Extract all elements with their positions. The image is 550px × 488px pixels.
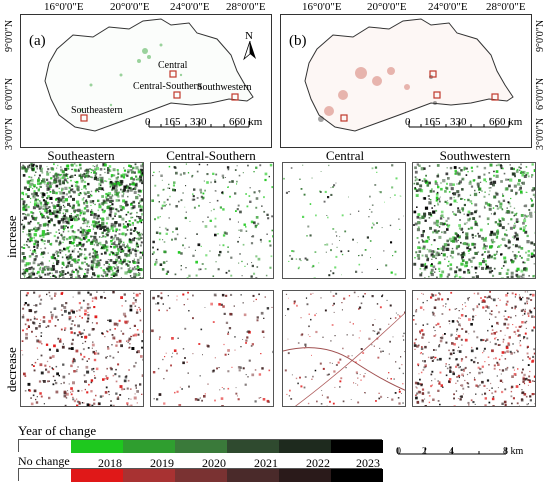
legend-increase-2022 — [279, 440, 331, 453]
lat-label-6: 6°0'0"N — [4, 77, 15, 110]
legend-year-2020: 2020 — [202, 456, 226, 470]
scalebar-b-tick-0: 0 — [405, 116, 411, 128]
column-title-southeastern: Southeastern — [47, 148, 115, 163]
scalebar-bottom-line — [397, 448, 507, 455]
tile-increase-southeastern-raster — [21, 163, 143, 278]
lat-label-9-right: 9°0'0"N — [535, 19, 546, 52]
legend-decrease-2023 — [331, 469, 383, 482]
panel-a-letter: (a) — [29, 33, 46, 49]
scalebar-bottom-tick-8: 8 km — [503, 446, 524, 457]
legend-increase-bar — [18, 439, 383, 453]
scalebar-b-tick-330: 330 — [450, 116, 467, 128]
north-arrow-label: N — [245, 30, 253, 42]
legend-title: Year of change — [18, 423, 97, 438]
legend-decrease-2020 — [175, 469, 227, 482]
scalebar-bottom-tick-2: 2 — [422, 446, 427, 457]
panel-a-country-outline — [44, 18, 254, 132]
scalebar-a-tick-660: 660 km — [229, 116, 263, 128]
legend-no-change-swatch-increase — [19, 440, 71, 453]
tile-decrease-southeastern-raster — [21, 291, 143, 406]
panel-b-letter: (b) — [289, 33, 307, 49]
lon-label-16-b: 16°0'0"E — [302, 1, 342, 13]
lon-label-20-b: 20°0'0"E — [367, 1, 407, 13]
lon-label-16: 16°0'0"E — [44, 1, 84, 13]
legend-decrease-bar — [18, 468, 383, 482]
legend-increase-2023 — [331, 440, 383, 453]
scalebar-a-tick-0: 0 — [145, 116, 151, 128]
scalebar-a-tick-330: 330 — [190, 116, 207, 128]
tile-increase-central — [282, 162, 406, 279]
legend-increase-2021 — [227, 440, 279, 453]
row-title-increase: increase — [4, 215, 19, 258]
row-title-decrease: decrease — [4, 347, 19, 392]
tile-decrease-central-southern — [150, 290, 274, 407]
lon-label-24-b: 24°0'0"E — [428, 1, 468, 13]
scalebar-b-tick-660: 660 km — [489, 116, 523, 128]
panel-b-country-outline — [304, 18, 514, 132]
legend-year-2021: 2021 — [254, 456, 278, 470]
scalebar-a — [145, 115, 255, 145]
column-title-central: Central — [325, 148, 365, 163]
legend-decrease-2022 — [279, 469, 331, 482]
lon-label-28: 28°0'0"E — [226, 1, 266, 13]
legend-increase-2019 — [123, 440, 175, 453]
lat-label-3: 3°0'0"N — [4, 117, 15, 150]
tile-decrease-southwestern-raster — [413, 291, 535, 406]
column-title-southwestern: Southwestern — [439, 148, 511, 163]
region-label-southwestern: Southwestern — [197, 82, 252, 93]
legend-year-2023: 2023 — [356, 456, 380, 470]
legend-decrease-2021 — [227, 469, 279, 482]
region-label-central-southern: Central-Southern — [133, 81, 202, 92]
legend-no-change-label: No change — [18, 454, 70, 468]
legend-year-2019: 2019 — [150, 456, 174, 470]
legend-increase-2020 — [175, 440, 227, 453]
legend-no-change-swatch-decrease — [19, 469, 71, 482]
tile-decrease-central-raster — [283, 291, 405, 406]
tile-increase-central-raster — [283, 164, 404, 278]
legend-increase-2018 — [71, 440, 123, 453]
scalebar-b-line — [408, 121, 510, 128]
tile-increase-central-southern-raster — [151, 163, 273, 278]
region-label-southeastern: Southeastern — [71, 105, 123, 116]
legend-decrease-2018 — [71, 469, 123, 482]
scalebar-a-line — [148, 121, 250, 128]
north-arrow-icon — [243, 41, 256, 61]
scalebar-bottom-tick-0: 0 — [396, 446, 401, 457]
tile-decrease-southeastern — [20, 290, 144, 407]
lon-label-20: 20°0'0"E — [110, 1, 150, 13]
scalebar-bottom-tick-4: 4 — [449, 446, 454, 457]
tile-increase-southwestern-raster — [413, 163, 535, 278]
scalebar-a-tick-165: 165 — [164, 116, 181, 128]
tile-increase-central-southern — [150, 162, 274, 279]
region-label-central: Central — [158, 60, 188, 71]
scalebar-b — [405, 115, 515, 145]
tile-decrease-southwestern — [412, 290, 536, 407]
panel-b-map: (b) 0 165 330 660 km — [280, 14, 532, 148]
column-title-central-southern: Central-Southern — [166, 148, 256, 163]
legend-year-2022: 2022 — [306, 456, 330, 470]
lon-label-28-b: 28°0'0"E — [486, 1, 526, 13]
tile-decrease-central-southern-raster — [151, 291, 273, 406]
lon-label-24: 24°0'0"E — [170, 1, 210, 13]
tile-increase-southwestern — [412, 162, 536, 279]
scalebar-b-tick-165: 165 — [424, 116, 441, 128]
tile-increase-southeastern — [20, 162, 144, 279]
lat-label-3-right: 3°0'0"N — [535, 117, 546, 150]
legend-year-2018: 2018 — [98, 456, 122, 470]
lat-label-9: 9°0'0"N — [4, 19, 15, 52]
scalebar-bottom — [396, 440, 526, 460]
tile-decrease-central — [282, 290, 406, 407]
legend-decrease-2019 — [123, 469, 175, 482]
panel-a-map: (a) Central Central-Southern Southwester… — [20, 14, 272, 148]
lat-label-6-right: 6°0'0"N — [535, 77, 546, 110]
